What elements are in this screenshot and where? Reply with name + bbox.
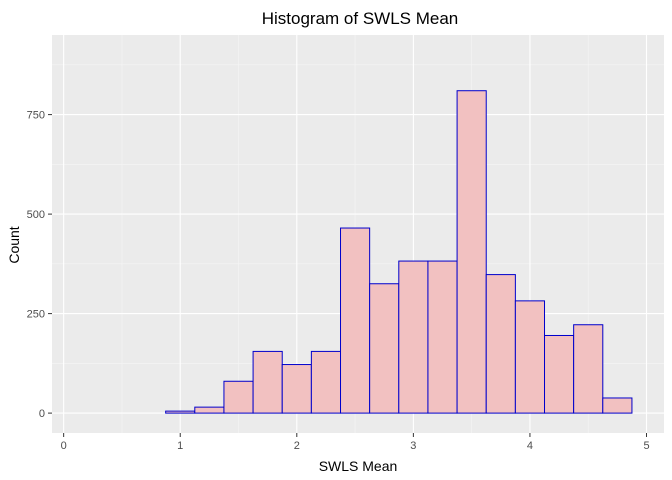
x-tick-label: 0: [61, 440, 67, 452]
histogram-bar: [165, 410, 196, 414]
y-tick-label: 500: [27, 209, 45, 221]
y-tick-label: 0: [39, 408, 45, 420]
x-tick-label: 5: [643, 440, 649, 452]
histogram-bars: [165, 90, 633, 414]
x-tick-label: 4: [527, 440, 533, 452]
x-axis-ticks: 0 1 2 3 4 5: [61, 433, 650, 452]
histogram-bar: [252, 350, 283, 414]
histogram-bar: [456, 90, 487, 414]
y-axis-ticks: 0 250 500 750: [27, 110, 52, 420]
x-tick-label: 1: [177, 440, 183, 452]
histogram-bar: [310, 350, 342, 414]
histogram-bar: [398, 260, 429, 414]
histogram-bar: [544, 334, 575, 414]
histogram-bar: [514, 300, 546, 414]
y-axis-title: Count: [6, 226, 22, 263]
x-axis-title: SWLS Mean: [319, 458, 398, 474]
histogram-bar: [485, 274, 516, 414]
y-tick-label: 250: [27, 309, 45, 321]
histogram-bar: [194, 406, 225, 414]
chart-title: Histogram of SWLS Mean: [262, 9, 459, 28]
histogram-bar: [340, 227, 371, 414]
x-tick-label: 2: [294, 440, 300, 452]
y-tick-label: 750: [27, 110, 45, 122]
histogram-bar: [573, 324, 604, 414]
histogram-bar: [281, 364, 312, 414]
histogram-bar: [602, 397, 633, 414]
major-gridlines: [52, 35, 664, 433]
histogram-bar: [427, 260, 458, 414]
histogram-bar: [369, 283, 400, 414]
histogram-bar: [223, 380, 254, 414]
x-tick-label: 3: [410, 440, 416, 452]
